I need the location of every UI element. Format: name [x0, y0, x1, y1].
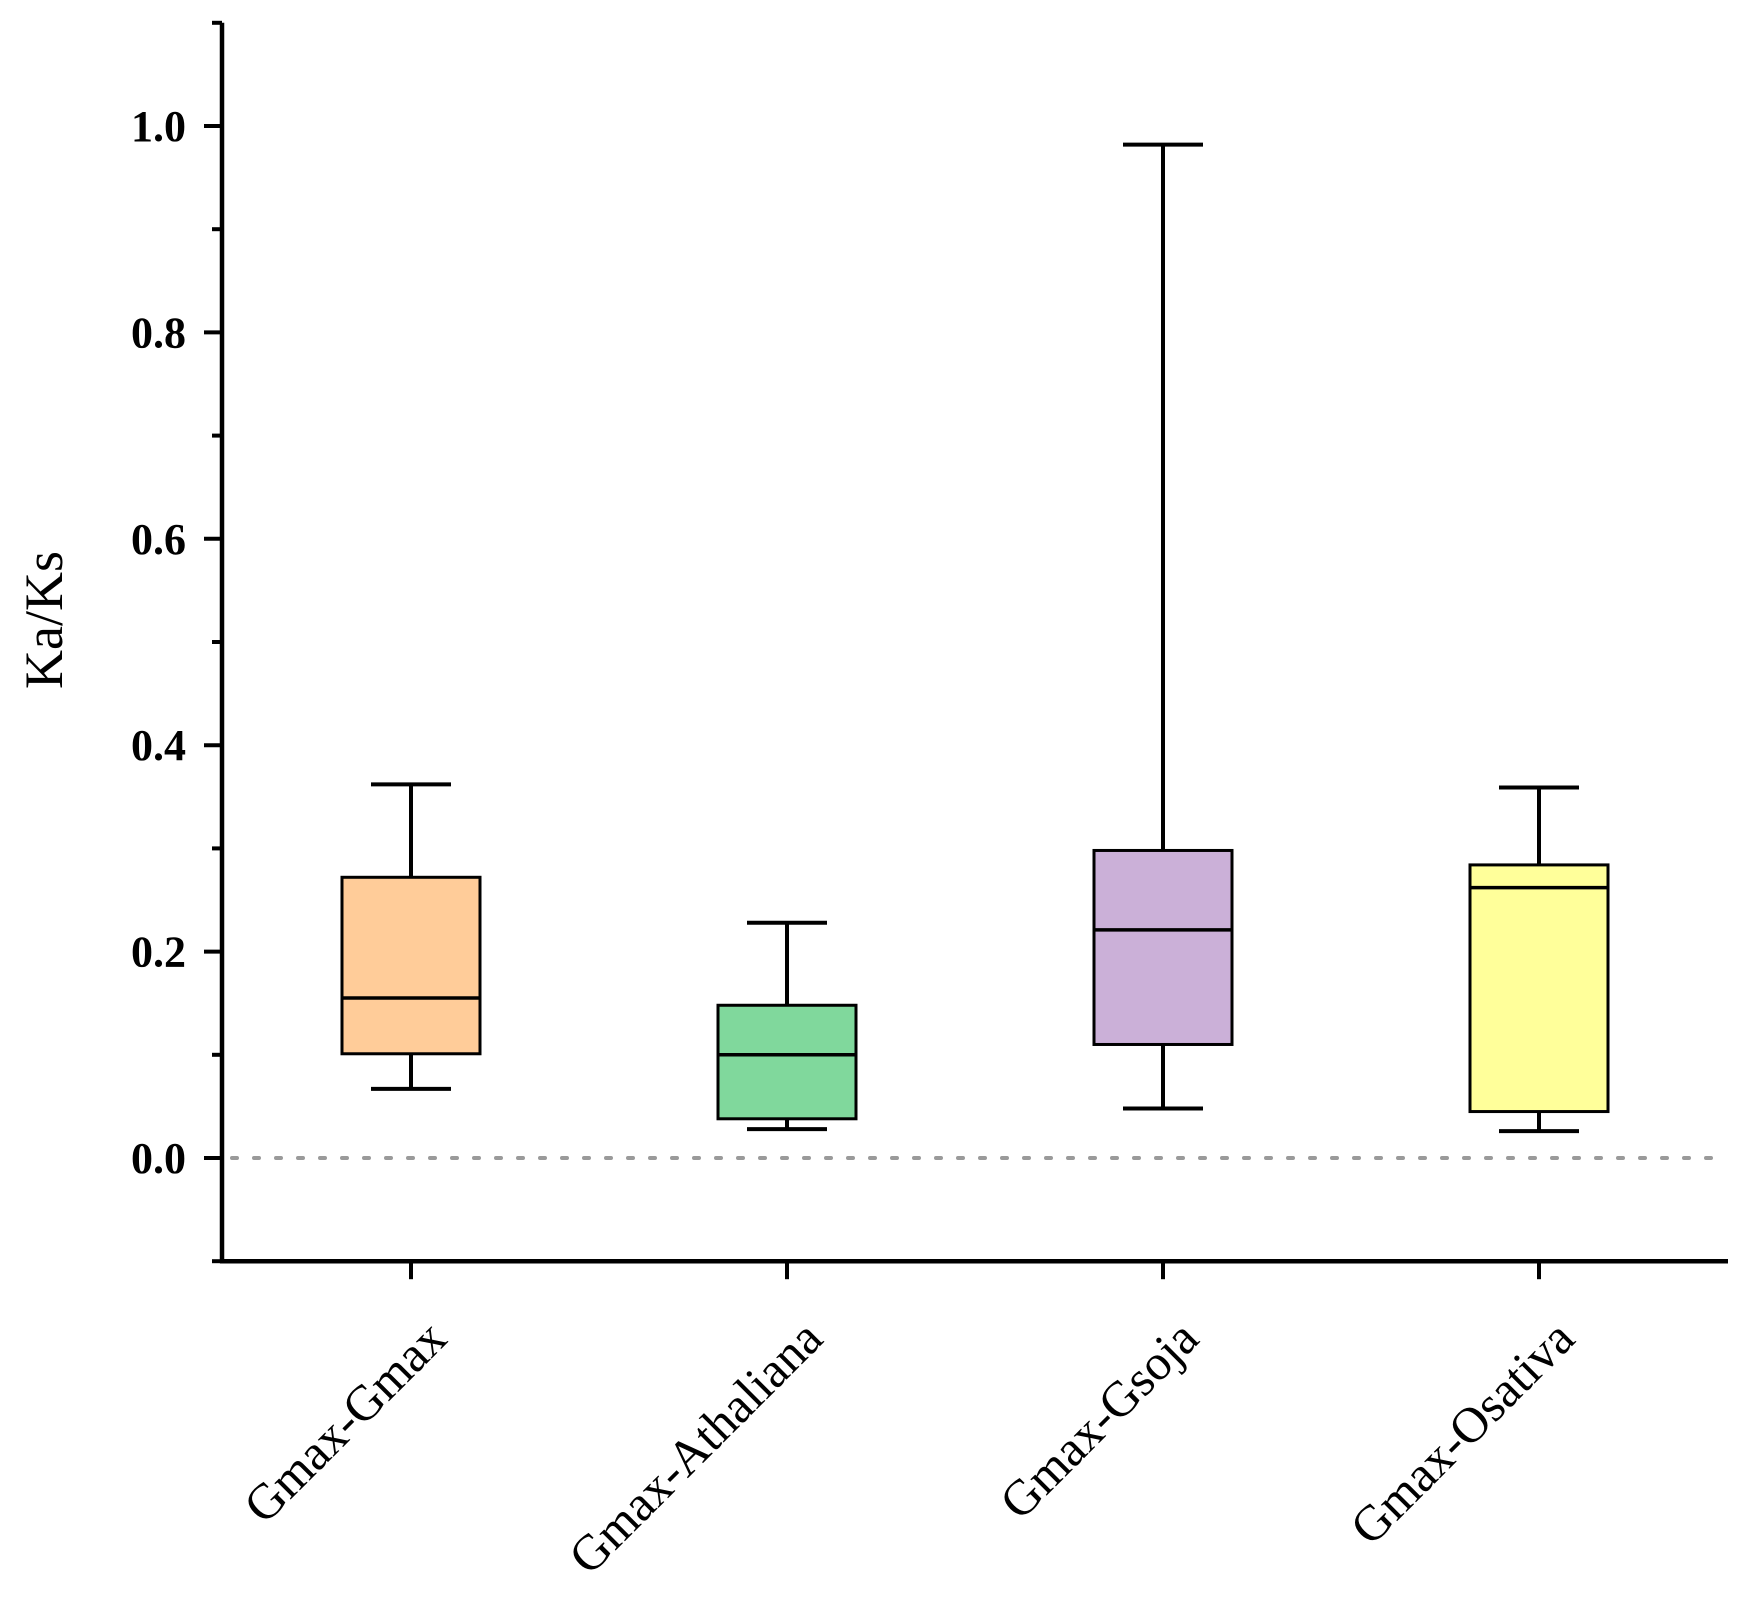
y-tick-label: 0.4 [131, 721, 186, 770]
y-tick-label: 0.6 [131, 515, 186, 564]
y-tick-label: 0.2 [131, 928, 186, 977]
y-axis-title: Ka/Ks [14, 551, 74, 689]
iqr-box [1092, 848, 1234, 1046]
boxes-layer [340, 142, 1610, 1134]
iqr-box [340, 875, 482, 1056]
y-tick-label: 1.0 [131, 102, 186, 151]
y-tick-label: 0.0 [131, 1134, 186, 1183]
x-category-label: Gmax-Athaliana [558, 1309, 833, 1584]
box-group [340, 782, 482, 1091]
y-tick-label: 0.8 [131, 308, 186, 357]
iqr-box [716, 1003, 858, 1121]
iqr-box [1468, 863, 1610, 1114]
box-group [1092, 142, 1234, 1111]
x-category-label: Gmax-Osativa [1339, 1309, 1585, 1555]
box-group [716, 920, 858, 1132]
box-group [1468, 785, 1610, 1134]
x-category-label: Gmax-Gsoja [989, 1309, 1209, 1529]
ticks-layer: 0.0 0.2 0.4 0.6 0.8 1.0 Gmax-Gmax Gmax-Athalian… [131, 20, 1585, 1585]
x-category-label: Gmax-Gmax [233, 1309, 457, 1533]
